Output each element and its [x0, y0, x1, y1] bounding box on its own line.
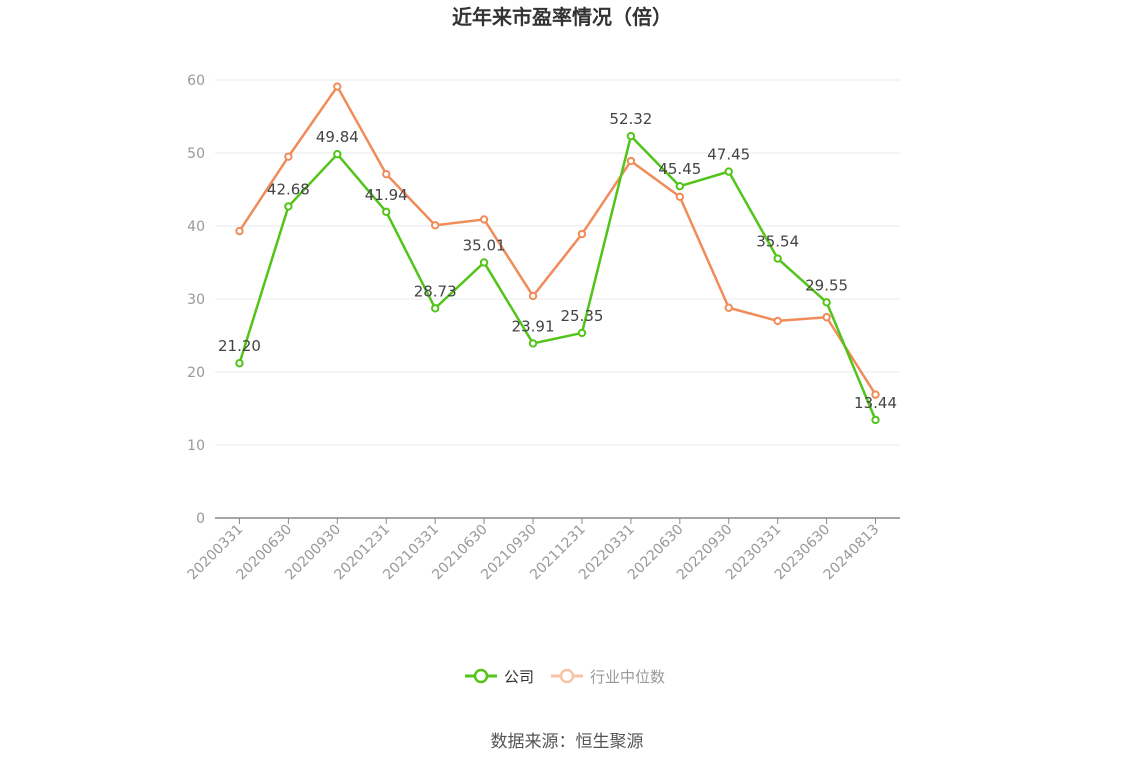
data-point [724, 167, 733, 176]
data-point [528, 339, 538, 348]
y-tick-label: 60 [187, 73, 205, 89]
y-tick-label: 30 [187, 292, 205, 308]
data-label: 21.20 [218, 337, 261, 355]
data-labels: 21.20 42.68 49.84 41.94 28.73 35.01 23.91 25.35… [218, 110, 897, 412]
data-point [235, 226, 244, 236]
data-point [382, 169, 391, 179]
data-point [871, 390, 880, 399]
data-point [284, 152, 293, 161]
data-point [528, 291, 538, 301]
legend-swatch-marker [473, 668, 489, 684]
legend-item[interactable]: 行业中位数 [551, 668, 665, 686]
data-point [822, 313, 831, 322]
data-point [577, 229, 587, 239]
data-label: 25.35 [560, 307, 603, 325]
data-label: 13.44 [854, 394, 897, 412]
data-label: 28.73 [414, 282, 457, 300]
grid-lines [215, 79, 900, 446]
data-point [333, 149, 342, 159]
data-point [333, 82, 342, 91]
data-point [773, 254, 782, 263]
data-point [479, 258, 489, 267]
data-point [822, 298, 831, 307]
data-point [773, 316, 782, 326]
y-tick-label: 20 [187, 365, 205, 381]
series-line-company [238, 134, 877, 421]
legend-swatch-marker [559, 668, 575, 684]
data-point [382, 207, 391, 217]
data-label: 49.84 [316, 128, 359, 146]
data-point [675, 182, 685, 191]
data-point [235, 359, 244, 368]
data-source-note: 数据来源：恒生聚源 [491, 732, 644, 752]
data-label: 52.32 [609, 110, 652, 128]
data-point [626, 131, 636, 141]
data-label: 45.45 [658, 160, 701, 178]
series-line-industry-median [238, 85, 877, 396]
legend-label: 公司 [504, 668, 534, 686]
chart-title: 近年来市盈率情况（倍） [452, 5, 672, 29]
y-tick-label: 0 [196, 511, 205, 527]
data-point [430, 304, 440, 313]
legend-label: 行业中位数 [590, 668, 665, 686]
series-lines [235, 82, 880, 425]
data-label: 35.01 [463, 236, 506, 254]
data-label: 29.55 [805, 276, 848, 294]
data-point [724, 303, 733, 312]
data-point [284, 202, 293, 211]
data-point [626, 156, 636, 166]
data-label: 41.94 [365, 186, 408, 204]
data-label: 23.91 [512, 317, 555, 335]
data-point [675, 192, 685, 202]
y-tick-label: 50 [187, 146, 205, 162]
legend[interactable]: 公司 行业中位数 [465, 668, 665, 686]
data-point [430, 221, 440, 230]
data-label: 35.54 [756, 233, 799, 251]
data-point [479, 215, 489, 224]
y-tick-label: 40 [187, 219, 205, 235]
data-label: 47.45 [707, 146, 750, 164]
data-point [871, 415, 880, 425]
data-label: 42.68 [267, 180, 310, 198]
y-tick-label: 10 [187, 438, 205, 454]
legend-item[interactable]: 公司 [465, 668, 534, 686]
data-point [577, 328, 587, 338]
